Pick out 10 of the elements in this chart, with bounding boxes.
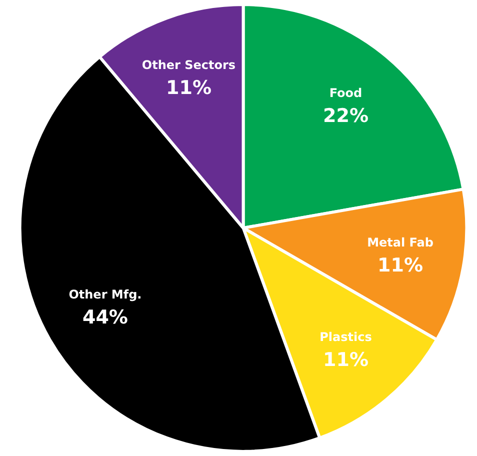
data-label: 22% [322, 104, 368, 127]
slice-label: Plastics [320, 330, 372, 344]
slice-label: Metal Fab [367, 236, 434, 250]
data-label: 11% [322, 349, 368, 372]
slice-label: Other Sectors [142, 58, 236, 72]
data-label: 11% [378, 254, 423, 277]
data-label: 11% [166, 77, 212, 100]
slice-label: Food [329, 86, 362, 100]
slice-label: Other Mfg. [68, 288, 142, 302]
data-label: 44% [82, 306, 128, 329]
